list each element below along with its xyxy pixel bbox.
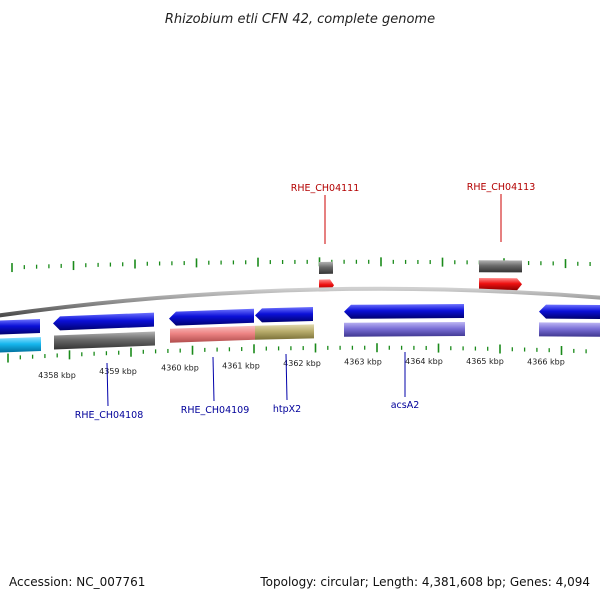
purple-feature-acsa2[interactable] xyxy=(344,322,465,337)
leader-htpx2 xyxy=(285,353,288,401)
blue-cds-left-edge[interactable] xyxy=(0,319,40,335)
kbp-label-4366: 4366 kbp xyxy=(527,358,565,367)
forward-labels: RHE_CH04111 RHE_CH04113 xyxy=(291,182,536,244)
red-cds-rhe-ch04113[interactable] xyxy=(479,278,522,291)
reverse-labels: RHE_CH04108 RHE_CH04109 htpX2 acsA2 xyxy=(75,352,420,421)
map-title: Rhizobium etli CFN 42, complete genome xyxy=(165,12,435,27)
gray-feature-rhe-ch04113[interactable] xyxy=(479,260,522,273)
blue-cds-rhe-ch04108[interactable] xyxy=(53,312,154,331)
purple-feature-right-edge[interactable] xyxy=(539,322,600,337)
kbp-axis-labels: 4358 kbp 4359 kbp 4360 kbp 4361 kbp 4362… xyxy=(38,357,565,380)
kbp-label-4361: 4361 kbp xyxy=(222,362,260,371)
genome-stats-text: Topology: circular; Length: 4,381,608 bp… xyxy=(259,575,590,589)
label-acsa2[interactable]: acsA2 xyxy=(391,400,420,411)
kbp-label-4359: 4359 kbp xyxy=(99,367,137,376)
kbp-label-4364: 4364 kbp xyxy=(405,357,443,366)
leader-rhe-ch04109 xyxy=(212,356,215,402)
label-rhe-ch04113[interactable]: RHE_CH04113 xyxy=(467,182,536,193)
kbp-label-4360: 4360 kbp xyxy=(161,364,199,373)
label-rhe-ch04108[interactable]: RHE_CH04108 xyxy=(75,410,144,421)
gray-feature-rhe-ch04111[interactable] xyxy=(319,261,333,274)
cyan-feature[interactable] xyxy=(0,337,41,353)
blue-cds-rhe-ch04109[interactable] xyxy=(169,308,254,326)
blue-cds-right-edge[interactable] xyxy=(539,304,600,319)
reverse-cds-track xyxy=(0,304,600,335)
leader-rhe-ch04108 xyxy=(106,362,109,407)
accession-text: Accession: NC_007761 xyxy=(9,575,145,589)
kbp-label-4365: 4365 kbp xyxy=(466,357,504,366)
blue-cds-htpx2[interactable] xyxy=(255,307,313,323)
label-rhe-ch04109[interactable]: RHE_CH04109 xyxy=(181,405,250,416)
olive-feature-htpx2[interactable] xyxy=(255,324,314,340)
forward-features xyxy=(319,260,522,292)
genome-backbone xyxy=(0,286,600,318)
kbp-label-4363: 4363 kbp xyxy=(344,358,382,367)
blue-cds-acsa2[interactable] xyxy=(344,304,464,319)
feature-type-track xyxy=(0,322,600,353)
kbp-label-4362: 4362 kbp xyxy=(283,359,321,368)
label-rhe-ch04111[interactable]: RHE_CH04111 xyxy=(291,183,360,194)
gray-feature-rhe-ch04108[interactable] xyxy=(54,331,155,350)
salmon-feature-rhe-ch04109[interactable] xyxy=(170,325,255,343)
label-htpx2[interactable]: htpX2 xyxy=(273,404,301,415)
kbp-label-4358: 4358 kbp xyxy=(38,371,76,380)
lower-tick-track xyxy=(7,343,587,363)
